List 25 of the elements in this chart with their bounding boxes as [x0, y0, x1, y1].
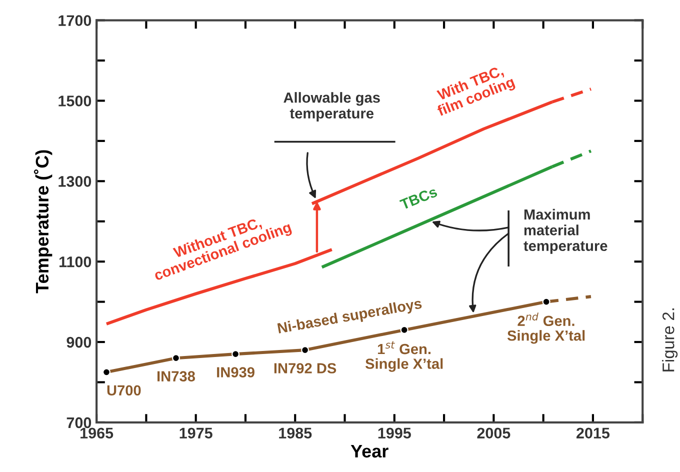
x-tick-label: 1975: [180, 428, 212, 439]
annotation: 1$^{st}$ Gen. Single X’tal: [365, 341, 443, 372]
x-tick-label: 1995: [378, 428, 411, 439]
y-tick-label: 700: [66, 417, 92, 428]
y-tick-label: 900: [66, 336, 92, 348]
x-axis-title: Year: [350, 444, 388, 458]
annotation: IN939: [217, 367, 254, 378]
x-tick-label: 2015: [576, 428, 610, 439]
annotation: IN738: [158, 371, 195, 382]
y-tick-label: 1100: [60, 256, 92, 268]
annotation: Maximum material temperature: [524, 208, 608, 254]
annotation: TBCs: [399, 186, 438, 210]
x-tick-label: 1965: [80, 428, 114, 439]
annotation: Allowable gas temperature: [284, 92, 380, 122]
annotation: U700: [107, 385, 141, 396]
annotation: IN792 DS: [274, 363, 336, 374]
y-tick-label: 1700: [58, 15, 92, 26]
caption: Figure 2.: [662, 308, 678, 372]
annotation: 2$^{nd}$ Gen. Single X’tal: [507, 312, 585, 344]
annotation: Ni-based superalloys: [277, 298, 423, 336]
x-tick-label: 1985: [279, 428, 312, 439]
y-axis-title: Temperature (˚C): [34, 150, 52, 294]
x-tick-label: 2005: [477, 428, 510, 439]
y-tick-label: 1500: [58, 96, 92, 106]
y-tick-label: 1300: [58, 176, 92, 187]
